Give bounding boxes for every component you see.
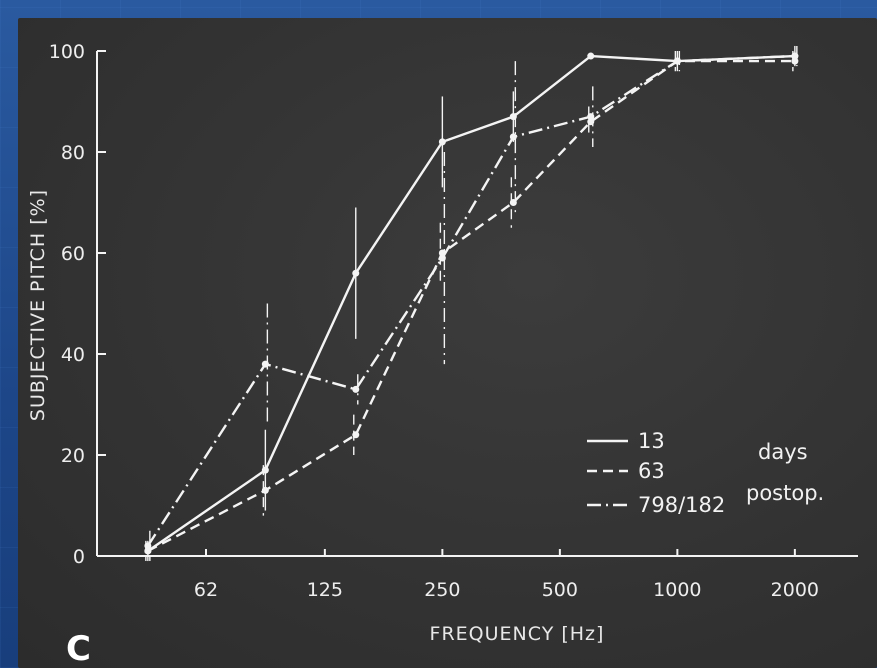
x-tick-label-500: 500: [542, 579, 578, 601]
series-13-line: [147, 54, 795, 552]
x-axis-title: FREQUENCY [Hz]: [430, 623, 605, 645]
chart-photo: [18, 18, 877, 668]
series-798-182-point-4: [509, 133, 517, 141]
y-tick-label-20: 20: [61, 445, 85, 467]
y-tick-label-60: 60: [61, 243, 85, 265]
legend-note-line-1: days: [758, 440, 808, 464]
series-798-182-line: [146, 54, 795, 547]
series-798-182-point-6: [673, 57, 681, 65]
series-63-point-3: [438, 249, 446, 257]
series-798-182-point-7: [791, 52, 799, 60]
series-798-182-point-2: [352, 385, 360, 393]
series-63-point-4: [509, 199, 517, 206]
series-13-point-5: [587, 52, 595, 60]
legend-note-line-2: postop.: [746, 481, 824, 505]
y-tick-label-80: 80: [61, 142, 85, 164]
series-63-point-0: [144, 547, 152, 555]
series-13-point-2: [352, 269, 360, 277]
series-63-line: [147, 59, 795, 553]
y-tick-label-0: 0: [73, 546, 85, 568]
series-63-point-2: [352, 431, 360, 439]
series-798-182-point-1: [261, 360, 269, 368]
series-798-182-point-0: [144, 542, 152, 550]
x-tick-label-1000: 1000: [653, 579, 701, 601]
panel-letter: C: [66, 629, 91, 668]
x-tick-label-125: 125: [307, 579, 343, 601]
series-63-point-5: [587, 118, 595, 126]
series-63-point-7: [791, 57, 799, 65]
series-798-182-point-3: [438, 254, 446, 262]
x-tick-label-62: 62: [194, 579, 218, 601]
y-axis-title: SUBJECTIVE PITCH [%]: [27, 189, 49, 421]
series-13-point-1: [261, 466, 269, 474]
y-tick-label-40: 40: [61, 344, 85, 366]
x-tick-label-2000: 2000: [771, 579, 819, 601]
legend-63-label: 63: [638, 459, 665, 483]
x-tick-label-250: 250: [424, 579, 460, 601]
series-13-point-3: [438, 138, 446, 146]
legend-13-label: 13: [638, 429, 665, 453]
series-63-point-1: [261, 486, 269, 494]
legend-798-182-label: 798/182: [638, 493, 725, 517]
series-13-point-4: [509, 113, 517, 121]
y-tick-label-100: 100: [49, 41, 85, 63]
series-798-182-point-5: [587, 113, 595, 121]
